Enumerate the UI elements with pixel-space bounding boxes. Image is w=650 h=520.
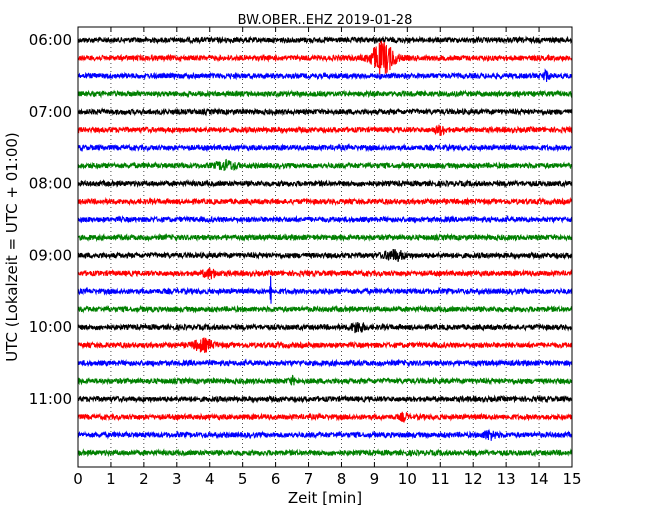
trace-line	[77, 275, 573, 304]
trace-line	[77, 267, 573, 280]
y-tick-label: 06:00	[29, 31, 72, 49]
trace-line	[77, 322, 573, 334]
trace-line	[77, 232, 573, 243]
trace-line	[77, 143, 573, 153]
x-tick-label: 12	[464, 470, 483, 488]
x-tick-label: 14	[530, 470, 549, 488]
x-tick-label: 7	[304, 470, 314, 488]
trace-line	[77, 178, 573, 189]
grid-lines	[110, 27, 540, 467]
x-tick-label: 3	[172, 470, 182, 488]
trace-series	[77, 35, 573, 458]
trace-line	[77, 68, 573, 82]
y-axis-label: UTC (Lokalzeit = UTC + 01:00)	[3, 132, 21, 362]
trace-line	[77, 374, 573, 386]
trace-line	[77, 124, 573, 136]
x-tick-label: 9	[370, 470, 380, 488]
trace-line	[77, 89, 573, 99]
x-tick-label: 13	[497, 470, 516, 488]
trace-line	[77, 448, 573, 458]
axis-ticks: 0 1 2 3 4 5 6 7 8 9 10 11 12 13 14 1506:0007:0008:0009:…	[29, 27, 582, 488]
x-tick-label: 10	[398, 470, 417, 488]
trace-line	[77, 196, 573, 207]
x-tick-label: 11	[431, 470, 450, 488]
x-tick-label: 4	[205, 470, 215, 488]
x-tick-label: 6	[271, 470, 281, 488]
trace-line	[77, 358, 573, 368]
x-tick-label: 15	[562, 470, 581, 488]
x-tick-label: 2	[139, 470, 149, 488]
trace-line	[77, 411, 573, 423]
trace-line	[77, 158, 573, 172]
y-tick-label: 11:00	[29, 390, 72, 408]
y-tick-label: 10:00	[29, 318, 72, 336]
trace-line	[77, 394, 573, 404]
trace-line	[77, 107, 573, 117]
trace-line	[77, 40, 573, 75]
x-tick-label: 8	[337, 470, 347, 488]
trace-line	[77, 214, 573, 225]
x-axis-label: Zeit [min]	[288, 489, 362, 507]
trace-line	[77, 249, 573, 262]
y-tick-label: 08:00	[29, 175, 72, 193]
trace-line	[77, 35, 573, 45]
trace-line	[77, 304, 573, 314]
plot-frame	[77, 26, 573, 468]
chart-title: BW.OBER..EHZ 2019-01-28	[238, 13, 413, 28]
y-tick-label: 07:00	[29, 103, 72, 121]
trace-line	[77, 337, 573, 354]
x-tick-label: 0	[73, 470, 83, 488]
y-tick-label: 09:00	[29, 246, 72, 264]
x-tick-label: 5	[238, 470, 248, 488]
trace-line	[77, 428, 573, 441]
x-tick-label: 1	[106, 470, 116, 488]
